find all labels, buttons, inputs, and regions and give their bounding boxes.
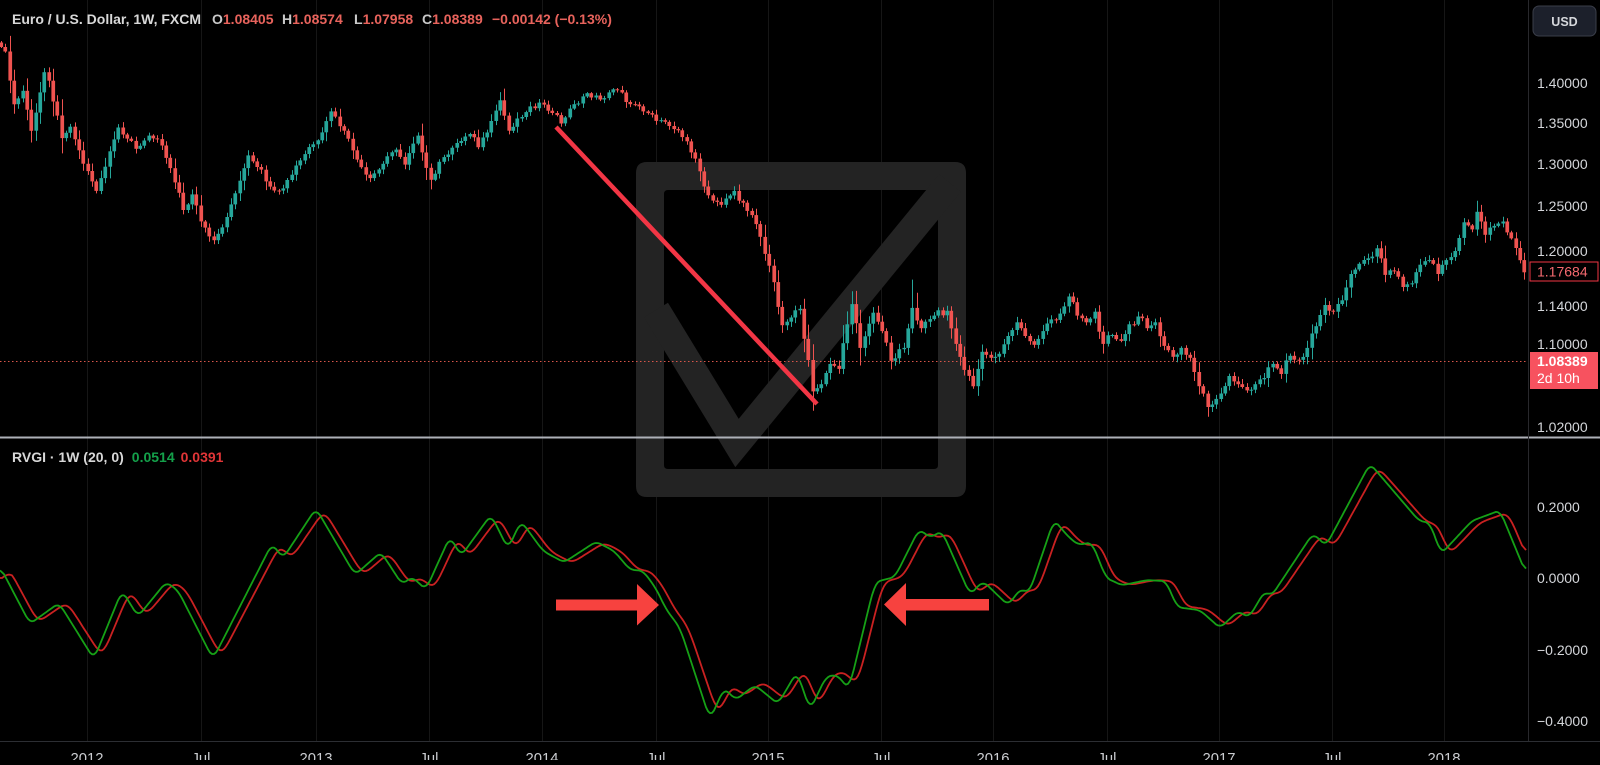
svg-text:1.14000: 1.14000	[1537, 298, 1588, 314]
svg-text:2014: 2014	[526, 751, 559, 760]
svg-text:Euro / U.S. Dollar, 1W, FXCM: Euro / U.S. Dollar, 1W, FXCM	[12, 11, 201, 27]
svg-text:1.17684: 1.17684	[1537, 264, 1588, 280]
svg-text:C1.08389: C1.08389	[422, 11, 483, 27]
svg-text:2015: 2015	[752, 751, 785, 760]
svg-text:0.2000: 0.2000	[1537, 499, 1580, 515]
svg-text:1.08389: 1.08389	[1537, 353, 1588, 369]
svg-text:−0.2000: −0.2000	[1537, 642, 1588, 658]
svg-text:O1.08405: O1.08405	[212, 11, 274, 27]
svg-text:2016: 2016	[977, 751, 1010, 760]
svg-text:2012: 2012	[71, 751, 104, 760]
svg-text:Jul: Jul	[647, 751, 666, 760]
svg-text:1.35000: 1.35000	[1537, 115, 1588, 131]
svg-text:1.40000: 1.40000	[1537, 75, 1588, 91]
svg-text:−0.00142 (−0.13%): −0.00142 (−0.13%)	[492, 11, 612, 27]
svg-text:2d 10h: 2d 10h	[1537, 370, 1580, 386]
svg-text:Jul: Jul	[420, 751, 439, 760]
svg-text:0.0000: 0.0000	[1537, 570, 1580, 586]
svg-text:H1.08574: H1.08574	[282, 11, 343, 27]
svg-text:−0.4000: −0.4000	[1537, 713, 1588, 729]
svg-text:1.20000: 1.20000	[1537, 243, 1588, 259]
svg-text:1.25000: 1.25000	[1537, 198, 1588, 214]
svg-text:Jul: Jul	[1098, 751, 1117, 760]
svg-text:1.02000: 1.02000	[1537, 419, 1588, 435]
svg-text:Jul: Jul	[1323, 751, 1342, 760]
svg-text:1.10000: 1.10000	[1537, 336, 1588, 352]
svg-text:2018: 2018	[1428, 751, 1461, 760]
svg-text:1.30000: 1.30000	[1537, 156, 1588, 172]
svg-text:USD: USD	[1551, 15, 1577, 29]
svg-text:Jul: Jul	[192, 751, 211, 760]
svg-text:2017: 2017	[1203, 751, 1236, 760]
svg-text:2013: 2013	[300, 751, 333, 760]
svg-text:Jul: Jul	[872, 751, 891, 760]
svg-text:L1.07958: L1.07958	[354, 11, 413, 27]
